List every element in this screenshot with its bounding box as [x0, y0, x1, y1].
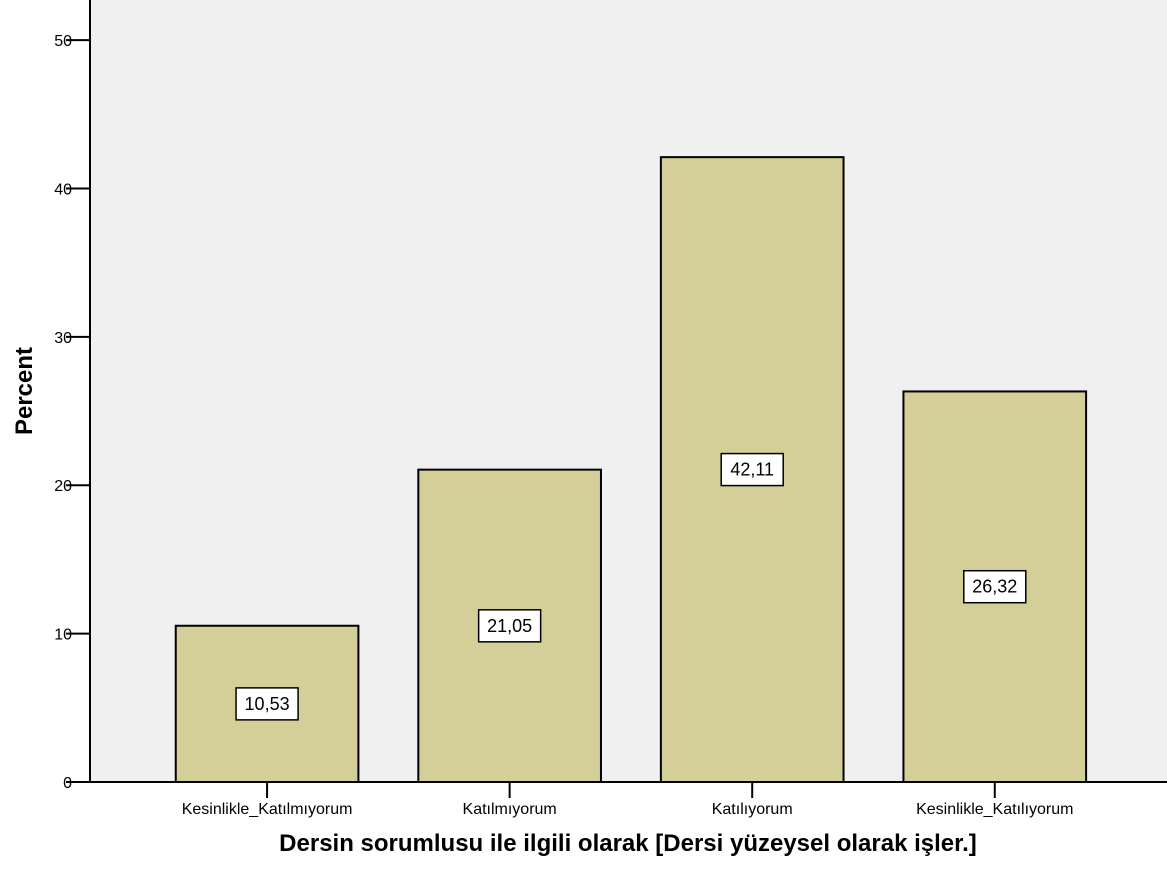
data-label-box — [720, 452, 784, 487]
axis-layer — [89, 0, 1167, 783]
x-category-label: Kesinlikle_Katılıyorum — [916, 801, 1073, 818]
y-tick-label: 10 — [54, 627, 72, 644]
data-label: 42,11 — [730, 460, 774, 480]
x-axis-title: Dersin sorumlusu ile ilgili olarak [Ders… — [279, 830, 977, 857]
data-label: 21,05 — [487, 616, 532, 636]
data-label: 10,53 — [245, 694, 290, 714]
y-axis-title: Percent — [11, 347, 38, 435]
data-label: 26,32 — [972, 577, 1017, 597]
data-label-box — [477, 609, 542, 643]
data-label-box — [963, 569, 1027, 604]
x-category-label: Katılmıyorum — [463, 801, 557, 818]
y-tick-label: 50 — [54, 33, 72, 50]
x-category-label: Kesinlikle_Katılmıyorum — [182, 801, 353, 818]
x-category-label: Katılıyorum — [712, 801, 793, 818]
y-tick-label: 20 — [54, 478, 72, 495]
data-labels-layer: 10,53 21,05 42,11 26,32 — [235, 452, 1027, 721]
y-tick-label: 40 — [54, 181, 72, 198]
y-tick-label: 30 — [54, 330, 72, 347]
data-label-box — [235, 687, 299, 721]
y-ticks-layer: 0 10 20 30 40 50 — [54, 33, 90, 792]
x-ticks-layer: Kesinlikle_Katılmıyorum Katılmıyorum Katıl… — [182, 782, 1073, 818]
y-tick-label: 0 — [63, 775, 72, 792]
